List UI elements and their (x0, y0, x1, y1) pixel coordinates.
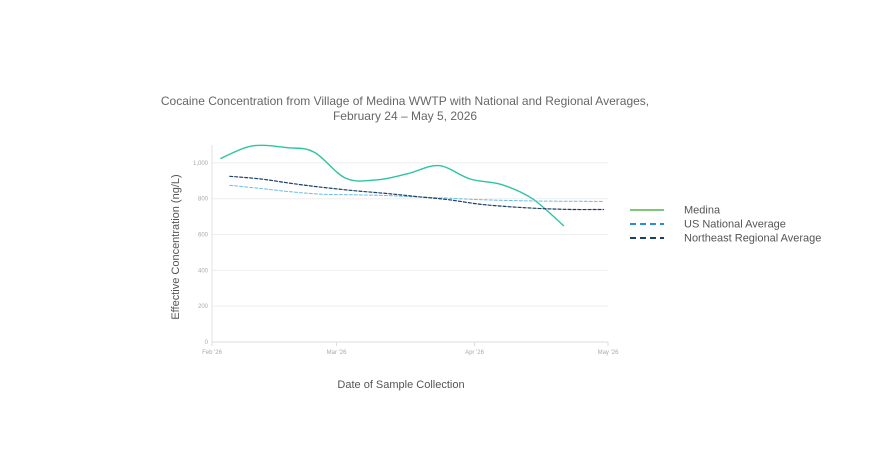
series-line-northeast-regional-average (229, 175, 605, 211)
axes (211, 145, 609, 346)
legend-label: Northeast Regional Average (684, 233, 821, 245)
series-line-medina (220, 144, 565, 227)
series-lines (220, 144, 605, 227)
x-tick-label: Mar '26 (327, 350, 347, 356)
legend-item-us-national-average[interactable]: US National Average (630, 219, 786, 231)
x-tick-label: May '26 (598, 350, 619, 356)
y-axis-title: Effective Concentration (ng/L) (170, 174, 182, 319)
chart-title: Cocaine Concentration from Village of Me… (161, 94, 649, 123)
tick-labels: 0 200 400 600 800 1,000 Feb '26 Mar '26 Apr '26 M… (193, 161, 619, 356)
legend-item-northeast-regional-average[interactable]: Northeast Regional Average (630, 233, 821, 245)
legend-label: Medina (684, 205, 721, 217)
y-tick-label: 400 (198, 268, 209, 274)
legend-item-medina[interactable]: Medina (630, 205, 721, 217)
x-axis-title: Date of Sample Collection (337, 379, 464, 391)
chart-title-line-1: Cocaine Concentration from Village of Me… (161, 94, 649, 108)
legend: Medina US National Average Northeast Regio… (630, 205, 821, 245)
legend-label: US National Average (684, 219, 786, 231)
y-tick-label: 1,000 (193, 161, 209, 167)
chart-title-line-2: February 24 – May 5, 2026 (333, 109, 477, 123)
y-tick-label: 200 (198, 304, 209, 310)
y-tick-label: 800 (198, 197, 209, 203)
x-tick-label: Feb '26 (202, 350, 222, 356)
y-tick-label: 0 (205, 340, 209, 346)
y-tick-label: 600 (198, 233, 209, 239)
grid (212, 162, 608, 307)
x-tick-label: Apr '26 (465, 350, 484, 356)
